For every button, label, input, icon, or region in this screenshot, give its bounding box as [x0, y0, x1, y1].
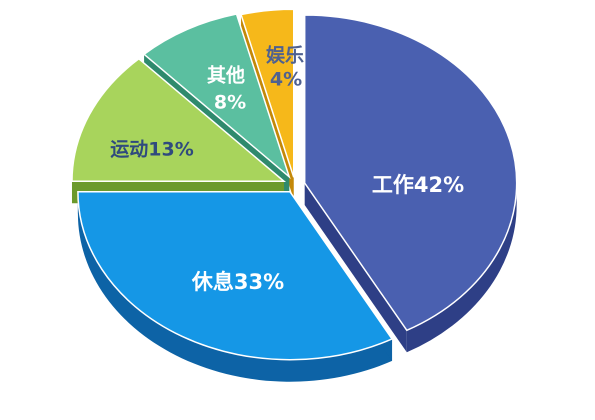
slice-label-sport: 运动13%	[110, 139, 193, 161]
slice-label-rest: 休息33%	[191, 270, 284, 294]
slice-side-rest	[77, 191, 393, 382]
slice-label-ent-name: 娱乐	[266, 44, 304, 67]
slice-label-other-name: 其他	[207, 64, 245, 87]
slice-other	[142, 13, 291, 180]
slice-ent	[240, 8, 295, 178]
slice-rest	[77, 190, 394, 361]
slice-label-ent-value: 4%	[270, 69, 302, 91]
slice-side-work	[406, 183, 517, 353]
slice-label-work: 工作42%	[372, 173, 464, 197]
slice-edge-work-end	[304, 183, 407, 353]
slice-work	[303, 14, 518, 332]
pie-top-layer	[71, 8, 518, 361]
slice-sport	[71, 57, 287, 183]
slice-label-other-value: 8%	[214, 92, 246, 114]
pie-label-layer: 工作42% 休息33% 运动13% 其他 8% 娱乐 4%	[110, 44, 464, 295]
